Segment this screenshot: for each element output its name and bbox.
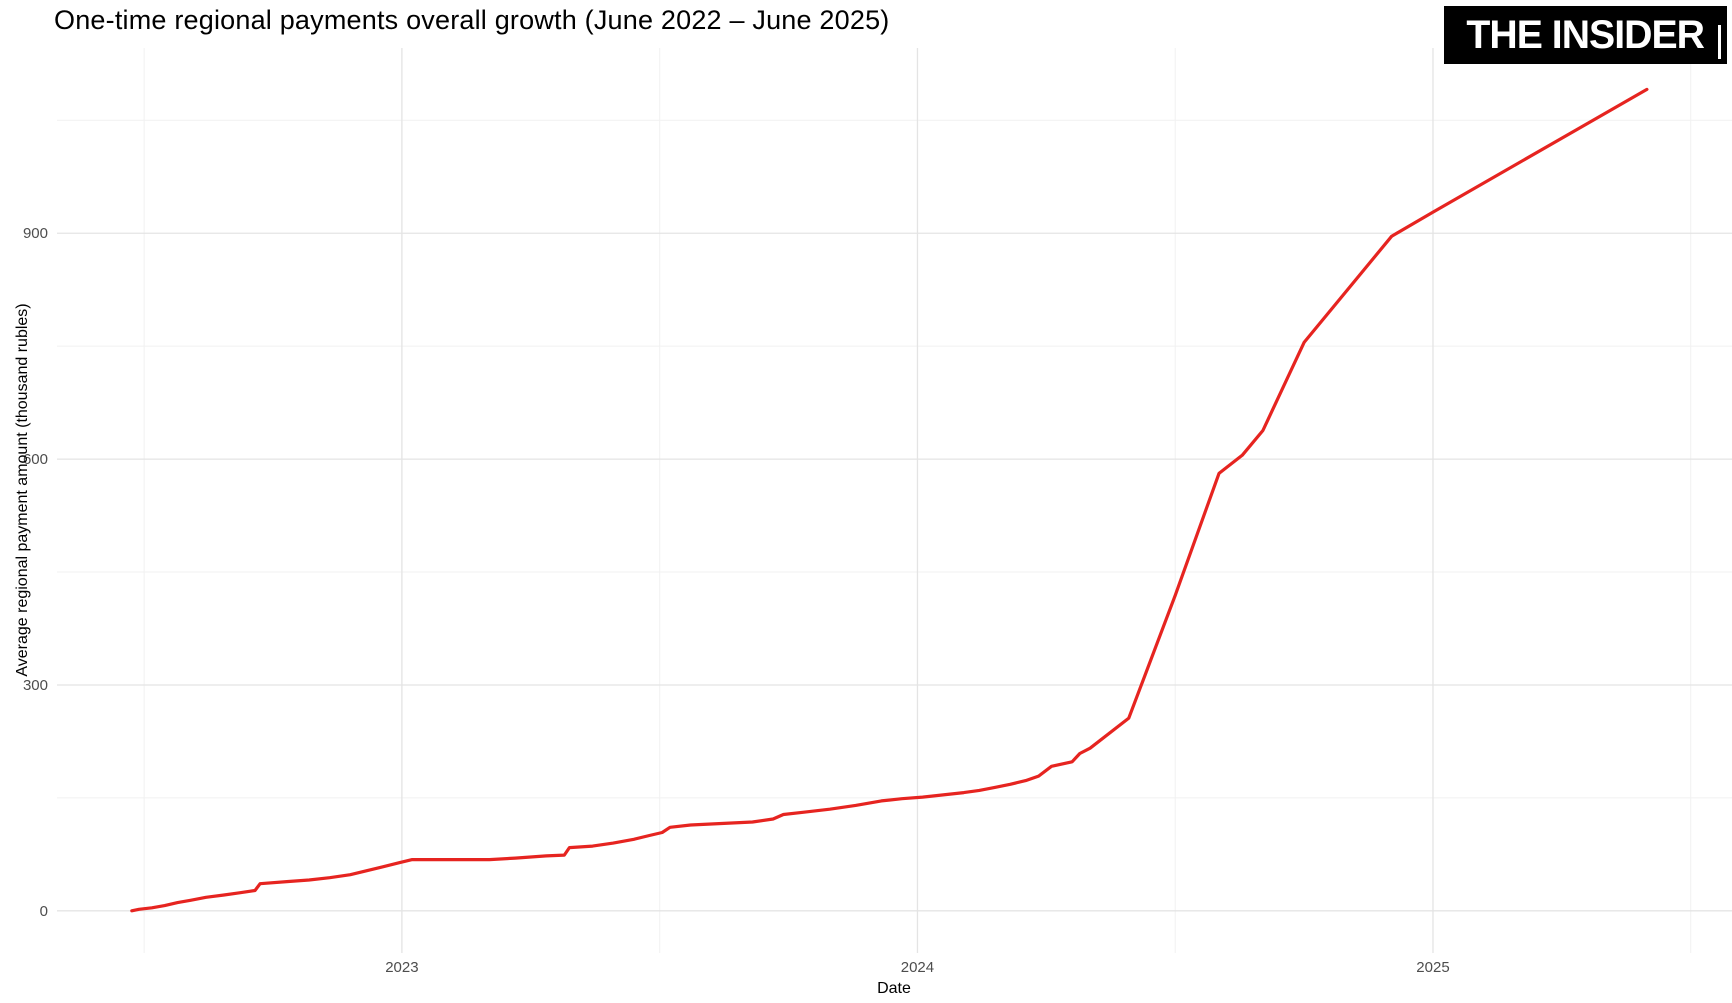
y-tick-label: 300 [23,677,48,694]
x-axis-title: Date [877,980,911,997]
logo-vertical-bar-icon [1718,25,1721,59]
y-tick-label: 0 [40,903,48,920]
x-tick-label: 2025 [1416,959,1449,976]
y-tick-label: 600 [23,451,48,468]
y-tick-label: 900 [23,225,48,242]
brand-logo-text: THE INSIDER [1466,12,1705,57]
brand-logo: THE INSIDER [1444,6,1727,64]
data-line-average-regional-payment-amount-thousand-rubles- [130,87,1649,913]
x-tick-label: 2023 [385,959,418,976]
y-axis-title: Average regional payment amount (thousan… [14,303,31,677]
x-tick-label: 2024 [901,959,934,976]
chart-title: One-time regional payments overall growt… [54,5,890,35]
